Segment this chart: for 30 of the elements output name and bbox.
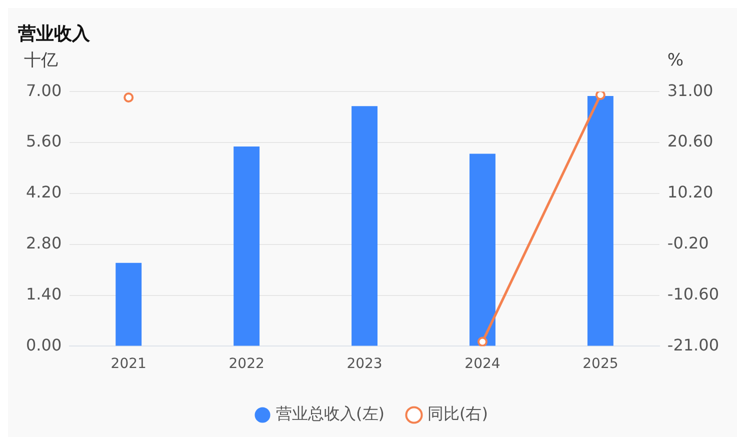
y-tick-label: 7.00 xyxy=(26,80,62,100)
y-tick-label: 5.60 xyxy=(26,132,62,151)
x-tick-label: 2025 xyxy=(582,356,618,372)
x-tick-label: 2022 xyxy=(228,356,264,372)
y-tick-label: 1.40 xyxy=(26,284,62,304)
bar xyxy=(116,262,142,346)
point xyxy=(124,92,134,102)
y2-tick-label: -0.20 xyxy=(667,234,709,253)
y-axis-title: 十亿 xyxy=(24,50,58,71)
y2-axis-title: % xyxy=(667,50,684,71)
y-tick-label: 4.20 xyxy=(26,182,62,202)
legend-label: 同比(右) xyxy=(428,404,488,424)
point xyxy=(595,92,606,100)
chart-title: 营业收入 xyxy=(17,23,91,44)
y2-tick-label: -10.60 xyxy=(667,284,719,304)
bar xyxy=(470,154,496,346)
legend-label: 营业总收入(左) xyxy=(276,404,384,424)
y-tick-label: 2.80 xyxy=(26,234,62,253)
point xyxy=(477,336,488,346)
bar xyxy=(234,146,260,346)
bar xyxy=(587,96,614,346)
y2-tick-label: -21.00 xyxy=(667,335,719,354)
bar xyxy=(352,106,378,346)
y2-tick-label: 31.00 xyxy=(667,80,714,100)
y2-tick-label: 10.20 xyxy=(667,182,714,202)
x-tick-label: 2023 xyxy=(346,356,382,372)
x-tick-label: 2021 xyxy=(110,356,146,372)
y-tick-label: 0.00 xyxy=(26,335,62,354)
y2-tick-label: 20.60 xyxy=(667,132,714,151)
x-tick-label: 2024 xyxy=(464,356,500,372)
